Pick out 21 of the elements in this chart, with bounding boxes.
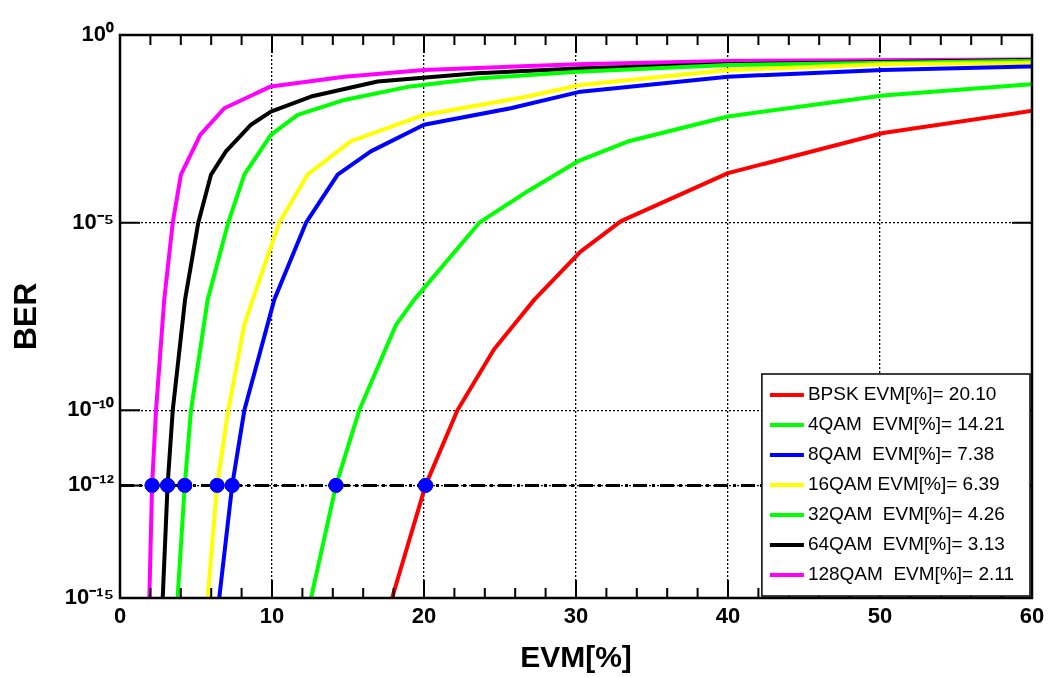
- x-tick-label: 60: [1019, 603, 1045, 629]
- y-tick-label: 10⁻¹⁰: [67, 396, 114, 422]
- x-tick-label: 40: [715, 603, 741, 629]
- y-tick-label: 10⁻¹²: [67, 471, 114, 497]
- y-tick-label: 10⁻⁵: [72, 208, 114, 234]
- x-tick-label: 50: [867, 603, 893, 629]
- x-tick-label: 10: [259, 603, 285, 629]
- x-tick-label: 0: [113, 603, 127, 629]
- legend-label: 16QAM EVM[%]= 6.39: [807, 473, 1000, 495]
- y-tick-label: 10⁰: [81, 21, 114, 47]
- y-axis-title: BER: [7, 282, 44, 351]
- legend-label: BPSK EVM[%]= 20.10: [807, 383, 997, 405]
- legend-label: 4QAM EVM[%]= 14.21: [807, 413, 1005, 435]
- y-tick-label: 10⁻¹⁵: [64, 584, 114, 610]
- legend-label: 128QAM EVM[%]= 2.11: [807, 563, 1014, 585]
- x-tick-label: 20: [411, 603, 437, 629]
- x-tick-label: 30: [563, 603, 589, 629]
- legend-label: 8QAM EVM[%]= 7.38: [807, 443, 995, 465]
- legend-label: 32QAM EVM[%]= 4.26: [807, 503, 1005, 525]
- x-axis-title: EVM[%]: [520, 640, 632, 674]
- legend-label: 64QAM EVM[%]= 3.13: [807, 533, 1005, 555]
